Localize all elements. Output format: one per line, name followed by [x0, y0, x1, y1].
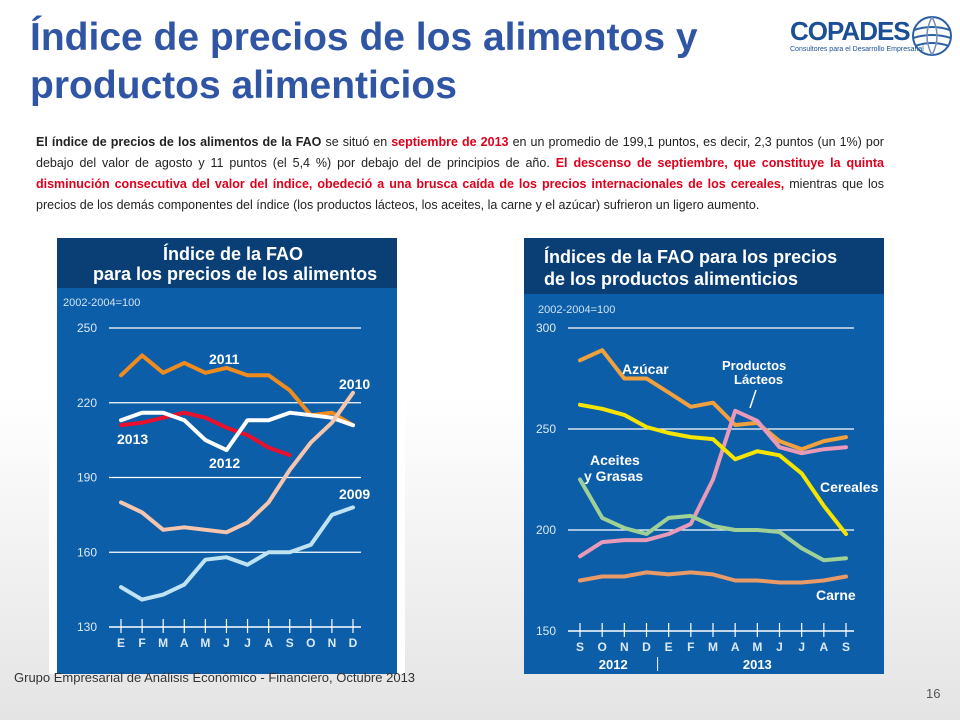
x-tick-label: A	[819, 640, 828, 654]
x-tick-label: E	[665, 640, 673, 654]
y-tick-label: 130	[77, 620, 97, 634]
x-tick-label: O	[597, 640, 606, 654]
x-tick-label: F	[138, 636, 145, 650]
series-line-2013	[119, 410, 292, 458]
chart2-title-line2: de los productos alimenticios	[544, 269, 798, 289]
x-tick-label: M	[158, 636, 168, 650]
x-tick-label: J	[798, 640, 805, 654]
copades-logo: COPADES Consultores para el Desarrollo E…	[786, 12, 956, 62]
series-label-lacteos-2: Lácteos	[734, 372, 783, 387]
globe-icon	[912, 16, 952, 56]
series-line-productos-lacteos	[578, 408, 848, 559]
year-label: 2013	[743, 657, 772, 672]
series-label-aceites-1: Aceites	[590, 452, 640, 468]
chart2-base-label: 2002-2004=100	[538, 304, 615, 316]
fao-food-price-index-chart: Índice de la FAO para los precios de los…	[49, 234, 405, 674]
series-label-cereales: Cereales	[820, 479, 879, 495]
y-tick-label: 160	[77, 545, 97, 559]
x-tick-label: J	[776, 640, 783, 654]
x-tick-label: S	[286, 636, 294, 650]
series-label-2009: 2009	[339, 486, 370, 502]
x-tick-label: J	[244, 636, 251, 650]
chart1-title-line2: para los precios de los alimentos	[93, 264, 377, 284]
series-line-2009	[119, 505, 355, 602]
page-number: 16	[926, 686, 941, 701]
y-tick-label: 220	[77, 396, 97, 410]
x-tick-label: A	[264, 636, 273, 650]
series-line-azucar	[578, 348, 848, 452]
y-tick-label: 190	[77, 471, 97, 485]
y-tick-label: 300	[536, 321, 556, 335]
logo-subtitle: Consultores para el Desarrollo Empresari…	[790, 46, 924, 53]
x-tick-label: M	[200, 636, 210, 650]
x-tick-label: J	[223, 636, 230, 650]
series-label-azucar: Azúcar	[622, 361, 669, 377]
x-tick-label: D	[642, 640, 651, 654]
series-line-aceites-y-grasas	[578, 477, 848, 563]
logo-name: COPADES	[790, 16, 911, 46]
y-tick-label: 250	[77, 321, 97, 335]
para-text-2: en un promedio de 199,1 puntos, es decir…	[36, 135, 884, 170]
para-text-3: mientras que los precios de los demás co…	[36, 177, 884, 212]
x-tick-label: N	[328, 636, 337, 650]
series-label-2012: 2012	[209, 455, 240, 471]
y-tick-label: 200	[536, 523, 556, 537]
series-line-2012	[119, 410, 355, 453]
x-tick-label: E	[117, 636, 125, 650]
chart2-title-line1: Índices de la FAO para los precios	[544, 246, 837, 267]
fao-commodity-price-indices-chart: Índices de la FAO para los precios de lo…	[524, 238, 884, 674]
x-tick-label: M	[752, 640, 762, 654]
x-tick-label: A	[180, 636, 189, 650]
y-tick-label: 250	[536, 422, 556, 436]
series-label-2013: 2013	[117, 431, 148, 447]
lacteos-pointer-arrow	[749, 389, 757, 409]
series-label-2010: 2010	[339, 376, 370, 392]
series-label-lacteos-1: Productos	[722, 358, 786, 373]
x-tick-label: O	[306, 636, 315, 650]
series-line-cereales	[578, 402, 848, 536]
x-tick-label: F	[687, 640, 694, 654]
series-label-carne: Carne	[816, 587, 856, 603]
x-tick-label: A	[731, 640, 740, 654]
x-tick-label: S	[576, 640, 584, 654]
year-label: 2012	[599, 657, 628, 672]
para-text-1: se situó en	[321, 135, 392, 149]
para-highlight: El descenso de septiembre, que constituy…	[36, 156, 884, 191]
x-tick-label: N	[620, 640, 629, 654]
series-line-2010	[119, 390, 355, 535]
series-line-carne	[578, 570, 848, 585]
footer-text: Grupo Empresarial de Análisis Económico …	[14, 670, 416, 685]
y-tick-label: 150	[536, 624, 556, 638]
slide-title: Índice de precios de los alimentos y pro…	[30, 16, 698, 107]
series-label-2011: 2011	[209, 351, 240, 367]
x-tick-label: S	[842, 640, 850, 654]
para-date: septiembre de 2013	[391, 135, 509, 149]
para-fao-index: El índice de precios de los alimentos de…	[36, 135, 322, 149]
series-label-aceites-2: y Grasas	[584, 468, 643, 484]
chart1-base-label: 2002-2004=100	[63, 297, 140, 309]
summary-paragraph: El índice de precios de los alimentos de…	[36, 132, 884, 216]
x-tick-label: M	[708, 640, 718, 654]
chart1-title-line1: Índice de la FAO	[163, 243, 303, 264]
x-tick-label: D	[349, 636, 358, 650]
